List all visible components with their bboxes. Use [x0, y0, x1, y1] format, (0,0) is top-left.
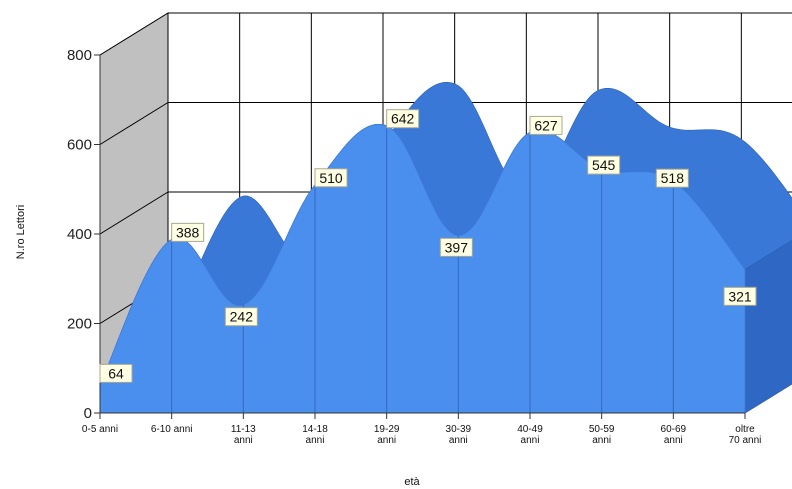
data-label-box [314, 168, 348, 188]
y-gridline-side [99, 12, 169, 56]
data-label: 642 [386, 109, 420, 129]
data-label: 545 [587, 155, 621, 175]
y-tick-label: 400 [67, 226, 92, 243]
data-label: 64 [99, 363, 133, 383]
data-label-value: 518 [661, 170, 685, 186]
y-gridline-side [99, 191, 169, 235]
y-tick-label: 600 [67, 137, 92, 154]
x-tick-label: 0-5 anni [82, 424, 118, 435]
data-label-value: 627 [534, 117, 558, 133]
data-label-value: 642 [391, 111, 415, 127]
chart-axes: 0 200 400 600 800 0-5 anni 6-10 anni 11-13 anni 1… [67, 47, 761, 446]
y-axis-title: N.ro Lettori [15, 205, 27, 259]
data-label-value: 64 [108, 365, 124, 381]
x-tick-label: 19-29 anni [374, 424, 400, 446]
data-label-value: 321 [728, 288, 752, 304]
x-axis-title: età [404, 476, 420, 488]
data-label-value: 388 [176, 224, 200, 240]
data-label-box [587, 155, 621, 175]
data-label-value: 242 [230, 309, 254, 325]
y-tick-label: 0 [84, 405, 92, 422]
data-label: 510 [314, 168, 348, 188]
data-label-value: 397 [445, 239, 469, 255]
data-label: 242 [224, 307, 258, 327]
data-label-box [171, 222, 205, 242]
area-front-face [99, 123, 746, 414]
data-label: 388 [171, 222, 205, 242]
x-tick-label: 11-13 anni [231, 424, 256, 446]
y-tick-label: 800 [67, 47, 92, 64]
x-tick-label: oltre 70 anni [729, 424, 762, 446]
x-tick-label: 50-59 anni [589, 424, 615, 446]
data-labels: 64 388 242 510 642 397 627 545 518 321 [99, 109, 757, 383]
x-tick-label: 6-10 anni [151, 424, 193, 435]
x-tick-label: 60-69 anni [661, 424, 687, 446]
data-label: 518 [655, 168, 689, 188]
data-label-box [529, 115, 563, 135]
x-tick-label: 14-18 anni [302, 424, 328, 446]
data-label: 321 [723, 286, 757, 306]
x-tick-label: 40-49 anni [517, 424, 543, 446]
data-label-box [224, 307, 258, 327]
y-gridline-side [99, 102, 169, 145]
data-label-box [655, 168, 689, 188]
x-tick-label: 30-39 anni [446, 424, 472, 446]
y-tick-label: 200 [67, 316, 92, 333]
data-label-box [439, 237, 473, 257]
data-label-box [723, 286, 757, 306]
data-label-value: 510 [319, 170, 343, 186]
data-label: 627 [529, 115, 563, 135]
data-label: 397 [439, 237, 473, 257]
data-label-box [99, 363, 133, 383]
data-label-box [386, 109, 420, 129]
data-label-value: 545 [592, 157, 616, 173]
